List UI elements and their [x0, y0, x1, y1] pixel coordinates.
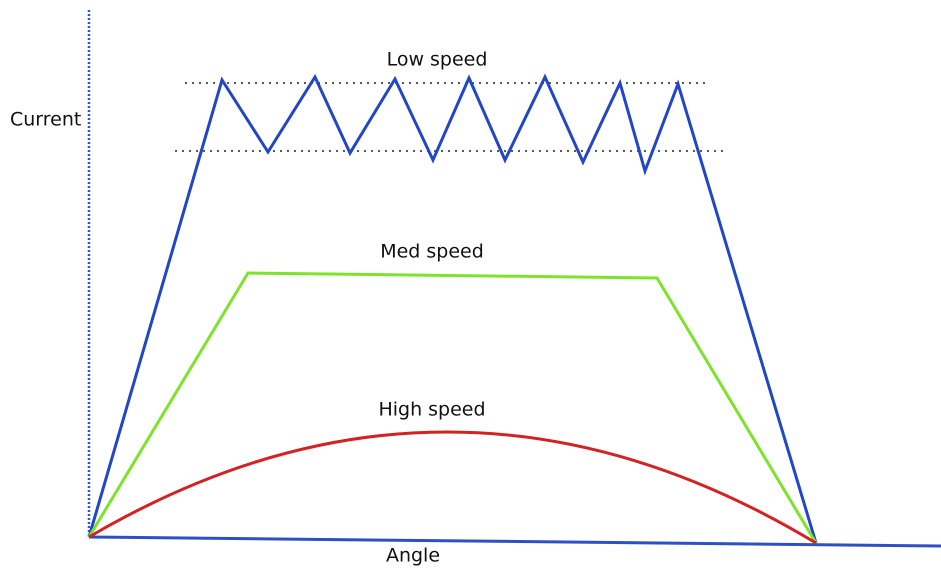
low-speed-label: Low speed	[387, 49, 488, 71]
y-axis-label: Current	[10, 109, 81, 131]
low-speed-curve	[87, 73, 818, 544]
x-axis	[88, 535, 941, 548]
med-speed-label: Med speed	[380, 241, 484, 263]
med-speed-curve	[87, 271, 818, 544]
high-speed-curve	[88, 430, 817, 545]
high-speed-label: High speed	[378, 399, 485, 421]
x-axis-label: Angle	[386, 545, 440, 567]
